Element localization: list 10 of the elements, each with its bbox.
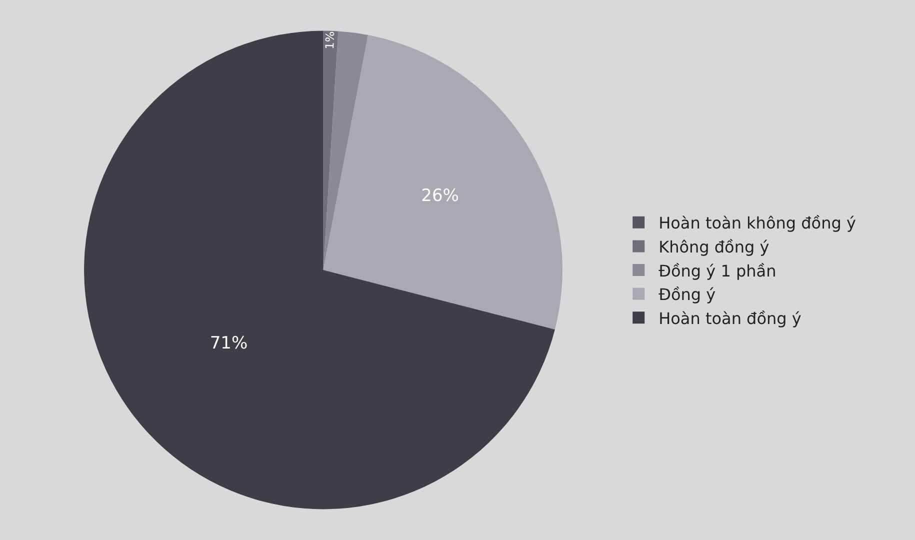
legend-label: Đồng ý (658, 285, 716, 304)
legend-label: Không đồng ý (658, 237, 770, 256)
data-label: 71% (210, 333, 248, 354)
legend-label: Đồng ý 1 phần (658, 261, 776, 280)
pie-slice (323, 31, 368, 270)
legend-label: Hoàn toàn đồng ý (658, 308, 802, 328)
data-label: 26% (421, 186, 459, 206)
pie-slice (84, 30, 555, 509)
legend-label: Hoàn toàn không đồng ý (658, 214, 856, 233)
data-label: 1% (322, 30, 338, 50)
